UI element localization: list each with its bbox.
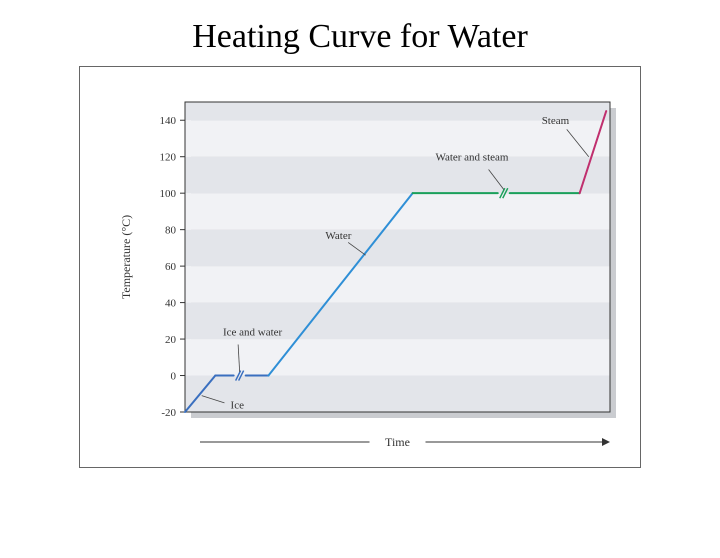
svg-text:Ice and water: Ice and water: [223, 326, 283, 338]
svg-text:Water and steam: Water and steam: [435, 151, 508, 163]
svg-text:120: 120: [160, 152, 177, 164]
svg-text:80: 80: [165, 225, 177, 237]
svg-text:Time: Time: [385, 435, 410, 449]
svg-text:Ice: Ice: [231, 399, 245, 411]
svg-text:60: 60: [165, 261, 177, 273]
svg-text:40: 40: [165, 298, 177, 310]
svg-text:0: 0: [171, 371, 177, 383]
svg-text:Temperature (°C): Temperature (°C): [119, 215, 133, 299]
svg-text:Steam: Steam: [542, 115, 570, 127]
page-title: Heating Curve for Water: [0, 18, 720, 56]
chart-figure: -20 0 20 40 60 80 100 120 140 Temperature (°C) Tim…: [79, 66, 641, 468]
svg-text:100: 100: [160, 188, 177, 200]
svg-text:20: 20: [165, 334, 177, 346]
heating-curve-chart: -20 0 20 40 60 80 100 120 140 Temperature (°C) Tim…: [80, 67, 640, 467]
svg-text:140: 140: [160, 115, 177, 127]
svg-text:Water: Water: [325, 230, 351, 242]
svg-text:-20: -20: [161, 407, 176, 419]
